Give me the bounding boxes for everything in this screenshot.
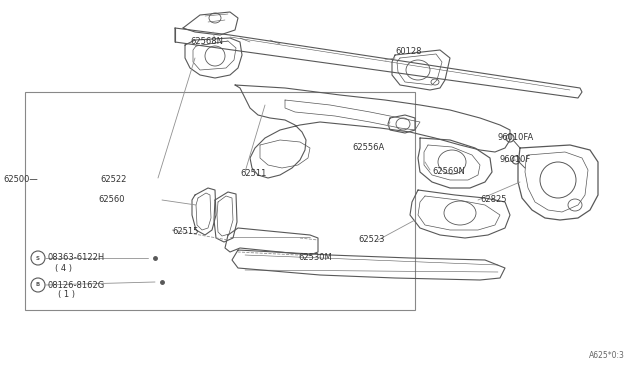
Text: 62568N: 62568N [190,38,223,46]
Text: B: B [36,282,40,288]
Text: 08126-8162G: 08126-8162G [48,280,105,289]
Text: 62500—: 62500— [3,176,38,185]
Text: 62511: 62511 [240,170,266,179]
Text: 96010FA: 96010FA [498,132,534,141]
Text: 62569N: 62569N [432,167,465,176]
Text: 62560: 62560 [98,196,125,205]
Text: 96010F: 96010F [500,155,531,164]
Text: 62556A: 62556A [352,144,384,153]
Bar [25,92,415,310]
Text: 62825: 62825 [480,196,506,205]
Text: S: S [36,256,40,260]
Text: 08363-6122H: 08363-6122H [48,253,105,263]
Text: 62523: 62523 [358,235,385,244]
Text: 62515: 62515 [172,228,198,237]
Text: ( 1 ): ( 1 ) [58,291,75,299]
Text: ( 4 ): ( 4 ) [55,263,72,273]
Text: A625*0:3: A625*0:3 [589,351,625,360]
Text: 62522: 62522 [100,176,126,185]
Text: 62530M: 62530M [298,253,332,263]
Text: 60128: 60128 [395,48,422,57]
